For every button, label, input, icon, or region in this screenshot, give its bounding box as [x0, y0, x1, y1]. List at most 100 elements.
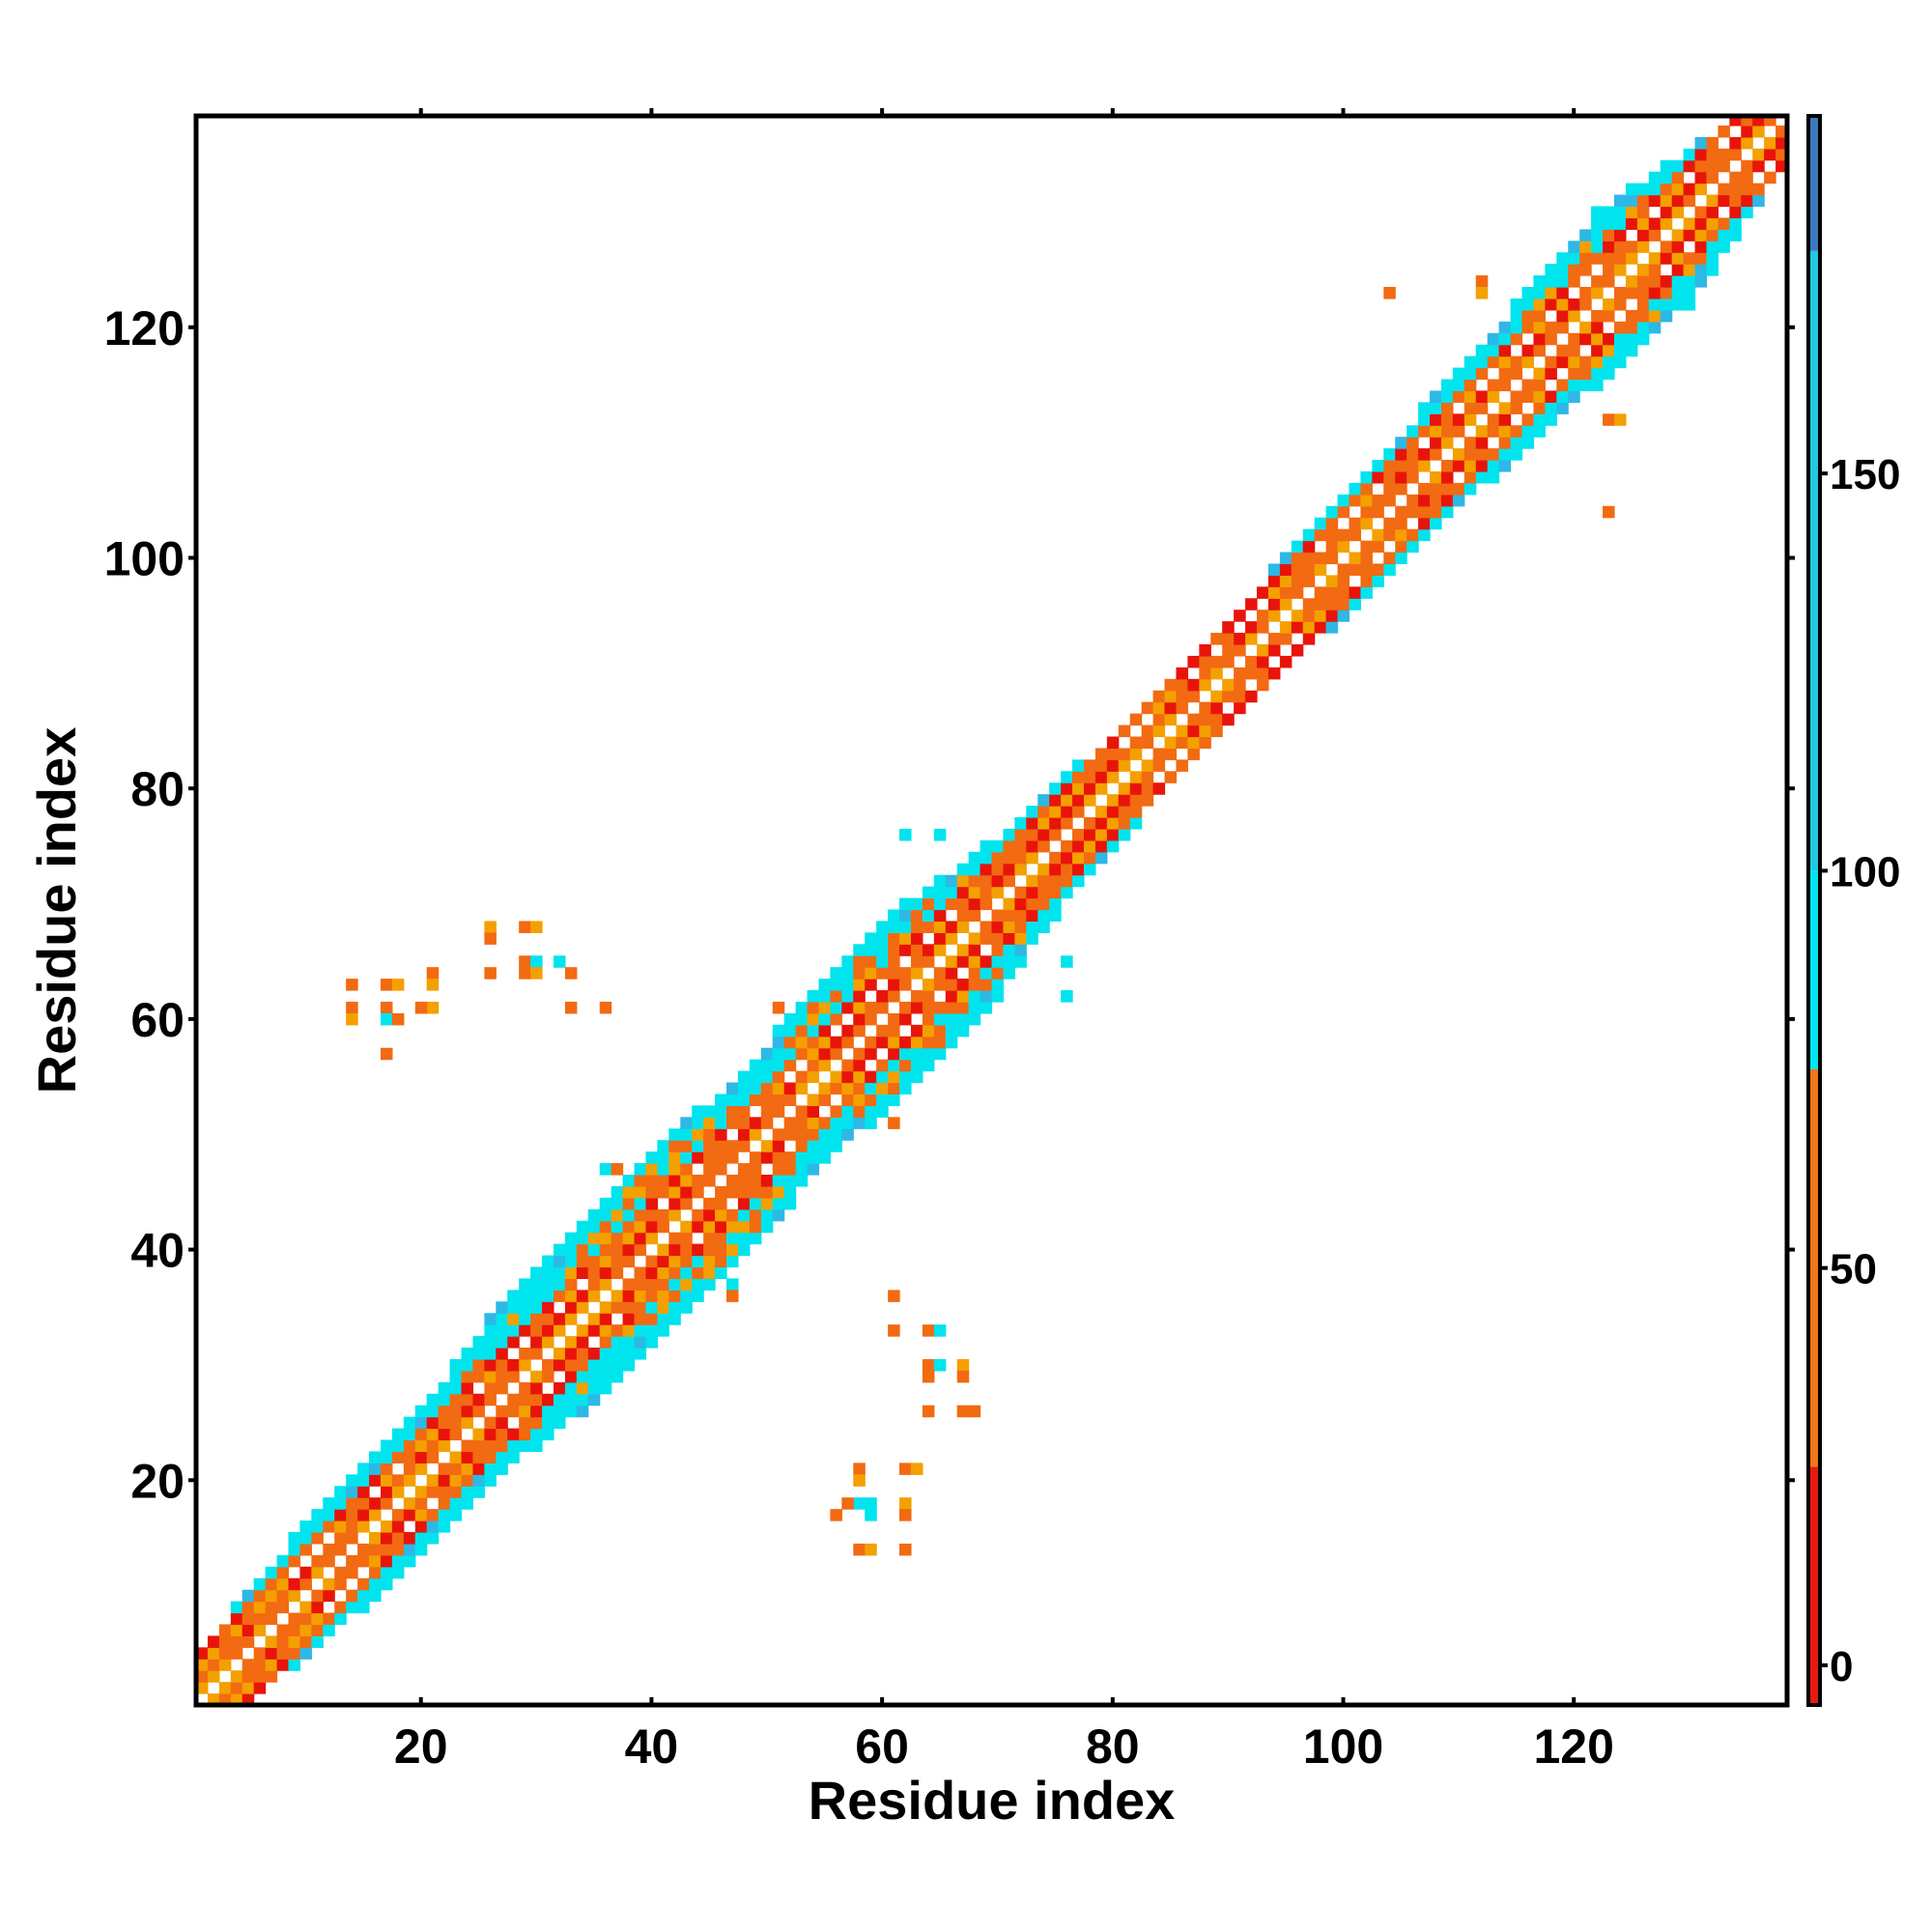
heatmap-cell — [1706, 229, 1719, 242]
heatmap-cell — [657, 1266, 669, 1280]
heatmap-cell — [668, 1255, 681, 1268]
heatmap-cell — [1718, 183, 1730, 196]
heatmap-cell — [553, 1358, 566, 1372]
heatmap-cell — [956, 990, 970, 1003]
heatmap-cell — [1671, 241, 1685, 253]
y-tick-label: 20 — [130, 1454, 185, 1508]
heatmap-cell — [1463, 355, 1477, 369]
heatmap-cell — [668, 1175, 681, 1187]
heatmap-cell — [980, 874, 993, 888]
heatmap-cell — [715, 1266, 727, 1280]
heatmap-cell — [1660, 217, 1673, 230]
heatmap-cell — [1452, 448, 1465, 461]
heatmap-cell — [1648, 287, 1662, 299]
heatmap-cell — [956, 1024, 970, 1037]
heatmap-cell — [334, 1577, 347, 1591]
heatmap-cell — [1706, 206, 1719, 219]
heatmap-cell — [496, 1451, 508, 1463]
heatmap-cell — [1706, 171, 1719, 185]
heatmap-cell — [599, 1324, 612, 1337]
heatmap-cell — [553, 1381, 566, 1395]
heatmap-cell — [599, 1358, 612, 1372]
heatmap-cell — [1049, 909, 1062, 923]
heatmap-cell — [888, 1012, 900, 1026]
heatmap-cell — [968, 1012, 981, 1026]
heatmap-cell — [507, 1428, 520, 1441]
heatmap-cell — [288, 1543, 301, 1556]
heatmap-cell — [760, 1094, 774, 1106]
heatmap-cell — [657, 1151, 669, 1164]
heatmap-cell — [1729, 148, 1742, 161]
heatmap-cell — [1279, 598, 1293, 611]
heatmap-cell — [865, 1001, 877, 1014]
heatmap-cell — [265, 1589, 278, 1603]
heatmap-cell — [1072, 851, 1085, 865]
heatmap-cell — [357, 1589, 370, 1603]
heatmap-cell — [299, 1624, 312, 1636]
heatmap-cell — [1061, 806, 1073, 818]
heatmap-cell — [391, 1486, 405, 1498]
heatmap-cell — [703, 1163, 716, 1176]
heatmap-cell — [1683, 183, 1696, 196]
heatmap-cell — [991, 944, 1005, 956]
heatmap-cell — [772, 1197, 785, 1210]
heatmap-cell — [645, 1336, 658, 1349]
heatmap-cell — [737, 1243, 751, 1257]
heatmap-cell — [369, 1474, 382, 1487]
heatmap-cell — [1037, 863, 1050, 876]
heatmap-cell — [1037, 921, 1050, 933]
heatmap-cell — [323, 1589, 335, 1603]
heatmap-cell — [818, 1117, 832, 1129]
heatmap-cell — [703, 1266, 716, 1280]
heatmap-cell — [1106, 828, 1120, 841]
heatmap-cell — [1671, 206, 1685, 219]
heatmap-cell — [1613, 355, 1627, 369]
heatmap-cell — [276, 1566, 290, 1579]
heatmap-cell — [1118, 782, 1131, 795]
heatmap-cell — [910, 1036, 923, 1049]
heatmap-cell — [876, 1024, 889, 1037]
heatmap-cell — [553, 1324, 566, 1337]
heatmap-cell — [1741, 125, 1753, 138]
heatmap-cell — [576, 1266, 589, 1280]
heatmap-cell — [1106, 748, 1120, 760]
heatmap-contact-cell — [426, 967, 440, 980]
heatmap-cell — [1648, 217, 1662, 230]
heatmap-cell — [334, 1566, 347, 1579]
heatmap-cell — [1579, 332, 1592, 346]
heatmap-cell — [1141, 794, 1154, 807]
heatmap-cell — [680, 1163, 693, 1176]
heatmap-cell — [726, 1243, 739, 1257]
heatmap-contact-cell — [391, 1012, 405, 1026]
heatmap-cell — [461, 1463, 474, 1475]
heatmap-cell — [1176, 736, 1188, 750]
heatmap-cell — [1729, 194, 1742, 208]
heatmap-cell — [496, 1336, 508, 1349]
heatmap-cell — [772, 1185, 785, 1199]
heatmap-cell — [1487, 390, 1500, 403]
heatmap-cell — [253, 1670, 267, 1683]
heatmap-cell — [461, 1393, 474, 1406]
heatmap-cell — [933, 1012, 947, 1026]
heatmap-cell — [496, 1463, 508, 1475]
heatmap-cell — [1498, 367, 1512, 381]
heatmap-cell — [645, 1175, 658, 1187]
heatmap-cell — [438, 1474, 451, 1487]
heatmap-cell — [1337, 575, 1350, 587]
heatmap-cell — [737, 1128, 751, 1141]
heatmap-cell — [634, 1290, 647, 1302]
heatmap-cell — [749, 1082, 762, 1095]
heatmap-cell — [1245, 655, 1258, 668]
heatmap-cell — [968, 979, 981, 991]
heatmap-cell — [369, 1566, 382, 1579]
heatmap-cell — [218, 1635, 232, 1648]
heatmap-cell — [980, 979, 993, 991]
heatmap-cell — [841, 1117, 854, 1129]
heatmap-cell — [1603, 298, 1615, 311]
heatmap-cell — [369, 1531, 382, 1545]
heatmap-cell — [1660, 309, 1673, 323]
heatmap-cell — [1337, 528, 1350, 542]
heatmap-cell — [668, 1163, 681, 1176]
heatmap-cell — [1234, 633, 1246, 645]
heatmap-cell — [265, 1659, 278, 1671]
